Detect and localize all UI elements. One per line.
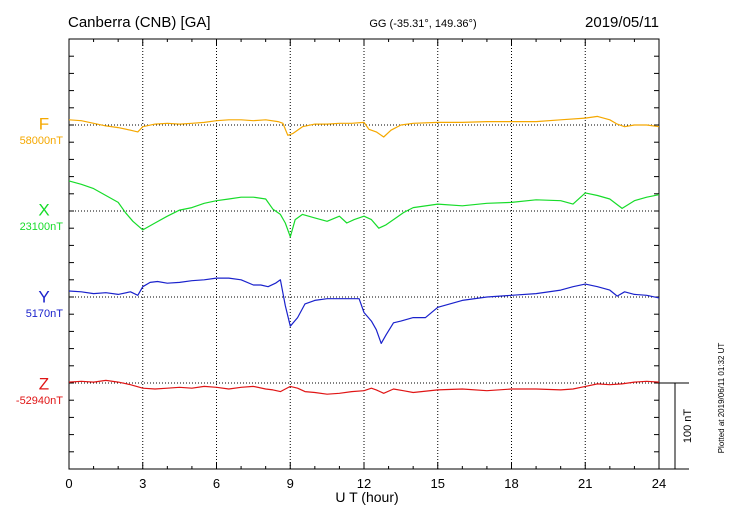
grid-layer xyxy=(142,39,586,469)
x-tick-label: 3 xyxy=(139,476,146,491)
series-baseline-z: -52940nT xyxy=(16,395,63,407)
x-tick-label: 0 xyxy=(65,476,72,491)
series-line-x xyxy=(68,180,660,238)
series-baseline-x: 23100nT xyxy=(20,221,64,233)
coords-label: GG (-35.31°, 149.36°) xyxy=(369,18,476,30)
series-name-z: Z xyxy=(39,375,49,394)
series-line-y xyxy=(68,277,660,344)
baseline-layer xyxy=(69,124,659,384)
x-tick-label: 12 xyxy=(357,476,371,491)
series-name-y: Y xyxy=(38,288,49,307)
x-tick-label: 15 xyxy=(431,476,445,491)
series-line-z xyxy=(68,379,660,395)
series-baseline-y: 5170nT xyxy=(26,308,64,320)
tick-layer: 0 3 6 9 12 15 18 21 24 xyxy=(65,39,666,491)
x-tick-label: 18 xyxy=(504,476,518,491)
plotted-at-note: Plotted at 2019/06/11 01:32 UT xyxy=(717,343,726,454)
x-axis-title: U T (hour) xyxy=(335,489,398,505)
x-tick-label: 9 xyxy=(287,476,294,491)
series-layer xyxy=(68,115,660,395)
date-label: 2019/05/11 xyxy=(585,14,659,31)
x-tick-label: 24 xyxy=(652,476,666,491)
series-name-f: F xyxy=(39,115,49,134)
scale-bar: 100 nT xyxy=(659,382,694,470)
scale-bar-label: 100 nT xyxy=(682,409,694,444)
x-tick-label: 21 xyxy=(578,476,592,491)
series-line-f xyxy=(68,115,660,138)
plot-frame xyxy=(68,38,660,470)
station-title: Canberra (CNB) [GA] xyxy=(68,14,211,31)
series-name-x: X xyxy=(38,201,49,220)
x-tick-label: 6 xyxy=(213,476,220,491)
series-baseline-f: 58000nT xyxy=(20,135,64,147)
